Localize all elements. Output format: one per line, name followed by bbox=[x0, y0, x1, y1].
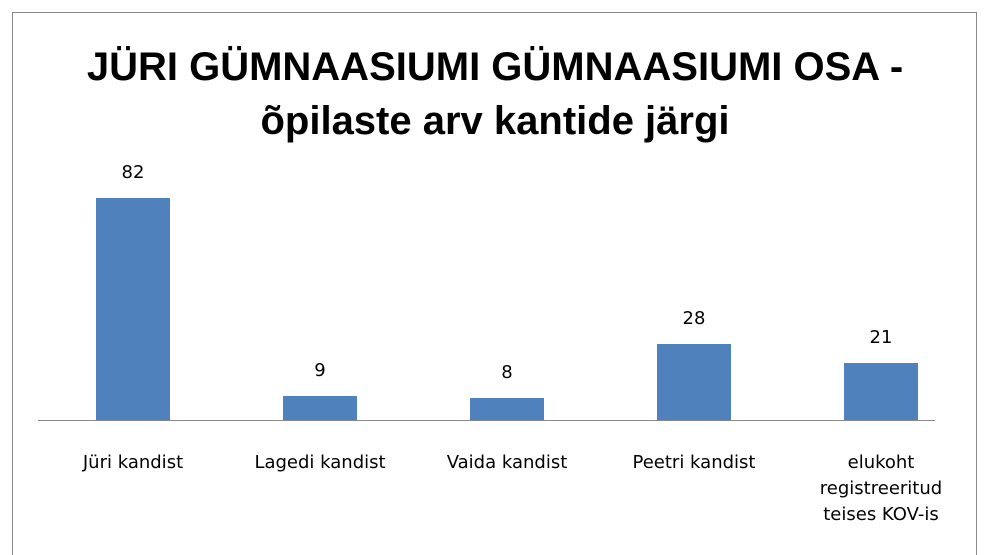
bar bbox=[844, 363, 918, 420]
chart-frame bbox=[12, 12, 977, 555]
data-label: 9 bbox=[314, 359, 326, 381]
x-tick-label: Peetri kandist bbox=[632, 452, 756, 473]
x-tick-label: Lagedi kandist bbox=[254, 452, 386, 473]
data-label: 28 bbox=[682, 308, 706, 330]
x-tick-label: Jüri kandist bbox=[82, 452, 184, 473]
data-label: 82 bbox=[121, 161, 145, 183]
data-label: 8 bbox=[501, 362, 513, 384]
data-label: 21 bbox=[869, 327, 893, 349]
bar bbox=[283, 395, 357, 420]
bar bbox=[657, 344, 731, 420]
bar bbox=[470, 398, 544, 420]
x-tick-label: Vaida kandist bbox=[446, 452, 568, 473]
chart-title: JÜRI GÜMNAASIUMI GÜMNAASIUMI OSA - õpila… bbox=[86, 45, 904, 143]
category-axis bbox=[38, 420, 935, 421]
x-tick-label: elukoht registreeritud teises KOV-is bbox=[819, 452, 943, 525]
bar bbox=[96, 197, 170, 420]
